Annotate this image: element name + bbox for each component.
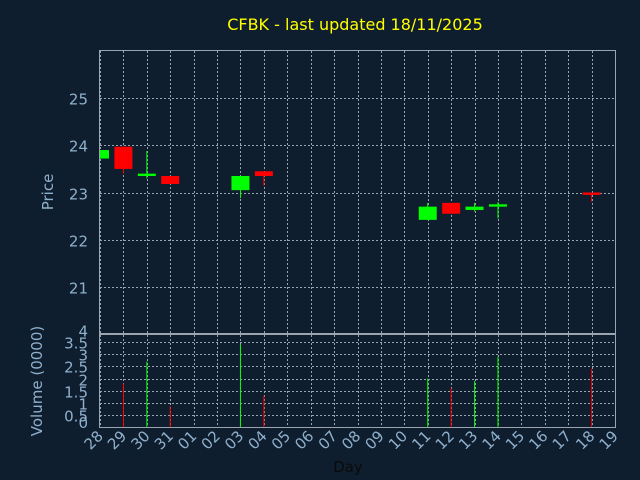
x-tick-label: 11 (408, 427, 434, 453)
x-axis-label: Day (333, 458, 363, 476)
volume-tick-label: 2 (78, 372, 88, 390)
price-tick-label: 25 (69, 91, 88, 109)
volume-tick-label: 4 (78, 323, 88, 341)
x-tick-label: 18 (572, 427, 598, 453)
x-tick-label: 09 (362, 427, 388, 453)
volume-y-ticks: 00.511.522.533.54 (64, 323, 88, 433)
x-tick-label: 17 (549, 427, 575, 453)
price-tick-label: 23 (69, 186, 88, 204)
price-panel: 21 22 23 24 25 Price (39, 50, 616, 334)
price-frame (99, 50, 616, 334)
volume-tick-label: 3.5 (64, 335, 88, 353)
candle-body (254, 171, 273, 176)
x-tick-label: 05 (268, 427, 294, 453)
price-axis-label: Price (39, 174, 57, 211)
x-tick-label: 16 (525, 427, 551, 453)
candle-body (465, 206, 484, 210)
x-ticks: 2829303101020304050607080910111213141516… (81, 427, 622, 453)
x-tick-label: 31 (151, 427, 177, 453)
price-tick-label: 24 (69, 138, 88, 156)
x-tick-label: 01 (174, 427, 200, 453)
x-tick-label: 08 (338, 427, 364, 453)
x-tick-label: 04 (244, 427, 270, 453)
candle-body (442, 202, 461, 214)
x-tick-label: 06 (291, 427, 317, 453)
volume-grid (100, 335, 616, 428)
volume-axis-label: Volume (0000) (28, 326, 46, 436)
volume-frame (99, 334, 616, 428)
candles (99, 146, 601, 220)
x-tick-label: 19 (596, 427, 622, 453)
price-y-ticks: 21 22 23 24 25 (69, 91, 88, 298)
candle-body (418, 206, 437, 220)
volume-tick-label: 1.5 (64, 384, 88, 402)
candle-body (231, 175, 250, 191)
x-tick-label: 29 (104, 427, 130, 453)
volume-tick-label: 0 (78, 414, 88, 432)
x-tick-label: 30 (127, 427, 153, 453)
candle-body (114, 146, 133, 169)
volume-tick-label: 1 (78, 396, 88, 414)
x-tick-label: 07 (315, 427, 341, 453)
x-tick-label: 12 (432, 427, 458, 453)
price-grid (100, 51, 616, 334)
price-tick-label: 21 (69, 280, 88, 298)
x-tick-label: 13 (455, 427, 481, 453)
chart-title: CFBK - last updated 18/11/2025 (227, 15, 483, 34)
volume-bars (122, 344, 593, 427)
volume-tick-label: 0.5 (64, 408, 88, 426)
x-tick-label: 15 (502, 427, 528, 453)
x-tick-label: 03 (221, 427, 247, 453)
volume-tick-label: 3 (78, 347, 88, 365)
candle-body (582, 192, 601, 195)
candle-body (488, 204, 507, 207)
candle-body (137, 173, 156, 176)
x-tick-label: 02 (198, 427, 224, 453)
price-tick-label: 22 (69, 233, 88, 251)
candle-body (161, 175, 180, 185)
volume-panel: 00.511.522.533.54 Volume (0000) (28, 323, 616, 436)
x-tick-label: 14 (479, 427, 505, 453)
candle-body (100, 150, 109, 159)
x-tick-label: 10 (385, 427, 411, 453)
volume-tick-label: 2.5 (64, 359, 88, 377)
